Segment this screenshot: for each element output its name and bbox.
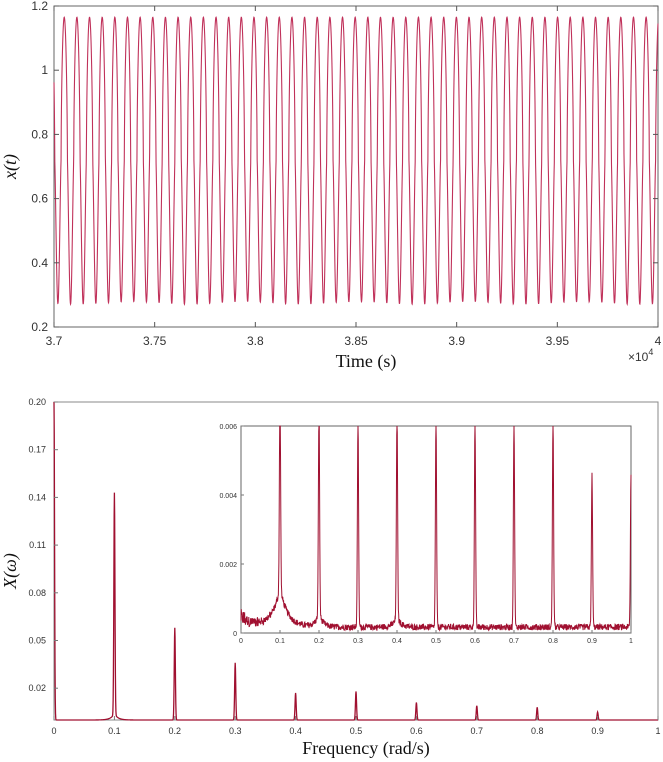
time-x-tick-label: 3.85 <box>344 334 368 348</box>
inset-x-tick-label: 0.9 <box>587 638 597 645</box>
time-x-tick-label: 3.9 <box>448 334 465 348</box>
frequency-x-ticks: 0 0.1 0.2 0.3 0.4 0.5 0.6 0.7 0.8 0.9 1 <box>51 716 661 736</box>
inset-x-tick-label: 0.1 <box>275 638 285 645</box>
time-y-ticks: 0.2 0.4 0.6 0.8 1 1.2 <box>31 0 658 334</box>
frequency-x-tick-label: 0.6 <box>410 726 423 736</box>
frequency-x-tick-label: 1 <box>655 726 660 736</box>
time-x-multiplier: ×104 <box>628 347 653 364</box>
spectrum-inset-chart: 0 0.1 0.2 0.3 0.4 0.5 0.6 0.7 0.8 0.9 1 0 0.002 0.00… <box>219 424 633 645</box>
inset-x-ticks: 0 0.1 0.2 0.3 0.4 0.5 0.6 0.7 0.8 0.9 1 <box>239 630 633 645</box>
frequency-x-tick-label: 0.7 <box>471 726 484 736</box>
inset-y-tick-label: 0.006 <box>219 424 237 431</box>
time-x-axis-label: Time (s) <box>336 351 397 372</box>
time-y-tick-label: 0.8 <box>31 127 48 141</box>
inset-y-tick-label: 0 <box>233 631 237 638</box>
inset-x-tick-label: 0.8 <box>548 638 558 645</box>
time-y-tick-label: 0.6 <box>31 192 48 206</box>
frequency-x-tick-label: 0.5 <box>350 726 363 736</box>
inset-x-tick-label: 0 <box>239 638 243 645</box>
frequency-x-tick-label: 0.8 <box>531 726 544 736</box>
time-y-tick-label: 0.4 <box>31 256 48 270</box>
inset-spectrum-line <box>240 425 632 632</box>
inset-x-tick-label: 0.4 <box>392 638 402 645</box>
spectrum-y-tick-label: 0.20 <box>28 397 46 407</box>
time-y-tick-label: 0.2 <box>31 320 48 334</box>
time-x-tick-label: 3.95 <box>546 334 570 348</box>
time-series-chart: 3.7 3.75 3.8 3.85 3.9 3.95 4 0.20.40.60.811.2 … <box>0 0 662 372</box>
time-y-tick-label: 1 <box>41 63 48 77</box>
inset-x-tick-label: 0.5 <box>431 638 441 645</box>
spectrum-y-tick-label: 0.17 <box>28 445 46 455</box>
time-x-ticks: 3.7 3.75 3.8 3.85 3.9 3.95 4 <box>46 6 662 348</box>
inset-x-tick-label: 0.2 <box>314 638 324 645</box>
frequency-x-axis-label: Frequency (rad/s) <box>302 738 429 759</box>
inset-x-tick-label: 0.7 <box>509 638 519 645</box>
frequency-x-tick-label: 0.2 <box>169 726 182 736</box>
spectrum-y-tick-label: 0.14 <box>28 492 46 502</box>
spectrum-y-tick-label: 0.08 <box>28 588 46 598</box>
spectrum-chart: 0 0.1 0.2 0.3 0.4 0.5 0.6 0.7 0.8 0.9 1 0.020.050.… <box>0 397 661 759</box>
inset-x-tick-label: 1 <box>629 638 633 645</box>
inset-x-tick-label: 0.6 <box>470 638 480 645</box>
frequency-x-tick-label: 0.4 <box>289 726 302 736</box>
time-x-tick-label: 3.7 <box>46 334 63 348</box>
frequency-x-tick-label: 0.9 <box>591 726 604 736</box>
inset-y-tick-label: 0.004 <box>219 493 237 500</box>
inset-y-tick-label: 0.002 <box>219 562 237 569</box>
time-y-axis-label: x(t) <box>0 154 21 180</box>
spectrum-line <box>53 401 658 721</box>
spectrum-y-tick-label: 0.11 <box>29 540 46 550</box>
frequency-x-tick-label: 0 <box>51 726 56 736</box>
spectrum-y-tick-label: 0.02 <box>28 683 46 693</box>
spectrum-y-axis-label: X(ω) <box>0 553 21 590</box>
time-series-line <box>53 15 659 307</box>
time-x-tick-label: 3.75 <box>143 334 167 348</box>
spectrum-y-ticks: 0.02 0.05 0.08 0.11 0.14 0.17 0.20 <box>28 397 58 693</box>
inset-y-ticks: 0 0.002 0.004 0.006 <box>219 424 244 638</box>
frequency-x-tick-label: 0.1 <box>108 726 121 736</box>
inset-x-tick-label: 0.3 <box>353 638 363 645</box>
time-y-tick-label: 1.2 <box>31 0 48 13</box>
frequency-x-tick-label: 0.3 <box>229 726 242 736</box>
time-x-multiplier-exponent: 4 <box>648 347 653 357</box>
time-x-tick-label: 3.8 <box>247 334 264 348</box>
time-x-tick-label: 4 <box>655 334 662 348</box>
spectrum-y-tick-label: 0.05 <box>28 636 46 646</box>
time-x-multiplier-base: ×10 <box>628 350 649 364</box>
